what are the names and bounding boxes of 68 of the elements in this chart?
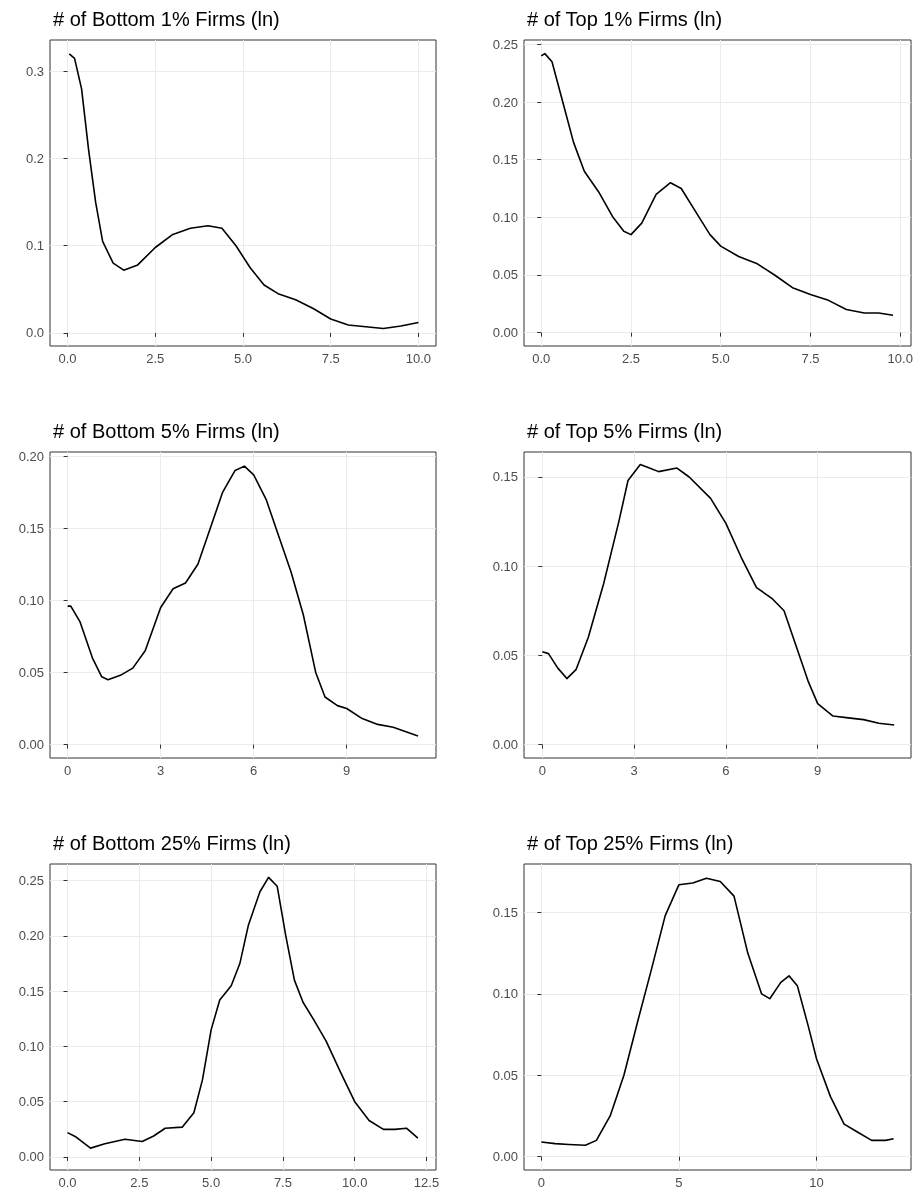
line-series [540, 52, 894, 317]
x-tick-label: 12.5 [413, 1175, 440, 1190]
line-series [541, 463, 895, 726]
chart-title: # of Bottom 1% Firms (ln) [53, 8, 280, 30]
x-tick-label: 3 [157, 763, 165, 778]
y-tick-label: 0.00 [492, 1149, 518, 1165]
line-series [66, 465, 419, 737]
y-tick-label: 0.10 [18, 592, 44, 608]
x-tick-label: 2.5 [621, 351, 641, 366]
y-tick-label: 0.3 [25, 63, 44, 79]
line-series [540, 877, 895, 1147]
x-tick-label: 7.5 [273, 1175, 292, 1190]
chart-title: # of Top 1% Firms (ln) [527, 8, 723, 30]
x-tick-label: 7.5 [321, 351, 340, 366]
x-tick-label: 10.0 [405, 351, 432, 366]
x-tick-label: 6 [722, 763, 730, 778]
chart-title: # of Top 5% Firms (ln) [527, 420, 723, 442]
y-tick-label: 0.0 [25, 325, 44, 341]
x-tick-label: 2.5 [146, 351, 165, 366]
x-tick-label: 0 [537, 1175, 545, 1190]
x-tick-label: 7.5 [801, 351, 820, 366]
y-tick-label: 0.10 [492, 986, 518, 1002]
y-tick-label: 0.15 [18, 520, 44, 536]
x-tick-label: 0 [64, 763, 72, 778]
y-tick-label: 0.20 [18, 448, 44, 464]
chart-title: # of Top 25% Firms (ln) [527, 832, 734, 854]
y-tick-label: 0.05 [18, 1094, 44, 1110]
y-tick-label: 0.05 [492, 267, 518, 283]
y-tick-label: 0.1 [25, 238, 44, 254]
x-tick-label: 10.0 [887, 351, 913, 366]
y-tick-label: 0.10 [492, 209, 518, 225]
x-tick-label: 9 [814, 763, 822, 778]
y-tick-label: 0.25 [492, 36, 518, 52]
y-tick-label: 0.2 [25, 151, 44, 167]
y-tick-label: 0.05 [18, 664, 44, 680]
x-tick-label: 0.0 [58, 351, 77, 366]
line-series [68, 53, 420, 330]
y-tick-label: 0.05 [492, 647, 518, 663]
line-series [66, 876, 419, 1149]
x-tick-label: 5.0 [202, 1175, 221, 1190]
y-tick-label: 0.15 [18, 983, 44, 999]
chart-title: # of Bottom 5% Firms (ln) [53, 420, 280, 442]
x-tick-label: 3 [630, 763, 638, 778]
y-tick-label: 0.10 [492, 558, 518, 574]
y-tick-label: 0.00 [18, 1149, 44, 1165]
x-tick-label: 0.0 [532, 351, 551, 366]
x-tick-label: 6 [250, 763, 258, 778]
y-tick-label: 0.00 [492, 325, 518, 341]
x-tick-label: 9 [343, 763, 351, 778]
y-tick-label: 0.10 [18, 1038, 44, 1054]
x-tick-label: 10.0 [342, 1175, 368, 1190]
chart-title: # of Bottom 25% Firms (ln) [53, 832, 291, 854]
y-tick-label: 0.25 [18, 873, 44, 889]
x-tick-label: 0 [538, 763, 546, 778]
x-tick-label: 10 [809, 1175, 824, 1190]
y-tick-label: 0.00 [18, 737, 44, 753]
y-tick-label: 0.00 [492, 737, 518, 753]
x-tick-label: 0.0 [58, 1175, 77, 1190]
x-tick-label: 5 [675, 1175, 683, 1190]
y-tick-label: 0.15 [492, 469, 518, 485]
x-tick-label: 5.0 [233, 351, 253, 366]
y-tick-label: 0.20 [18, 928, 44, 944]
y-tick-label: 0.20 [492, 94, 518, 110]
x-tick-label: 2.5 [130, 1175, 149, 1190]
y-tick-label: 0.15 [492, 904, 518, 920]
x-tick-label: 5.0 [711, 351, 730, 366]
y-tick-label: 0.15 [492, 152, 518, 168]
y-tick-label: 0.05 [492, 1067, 518, 1083]
